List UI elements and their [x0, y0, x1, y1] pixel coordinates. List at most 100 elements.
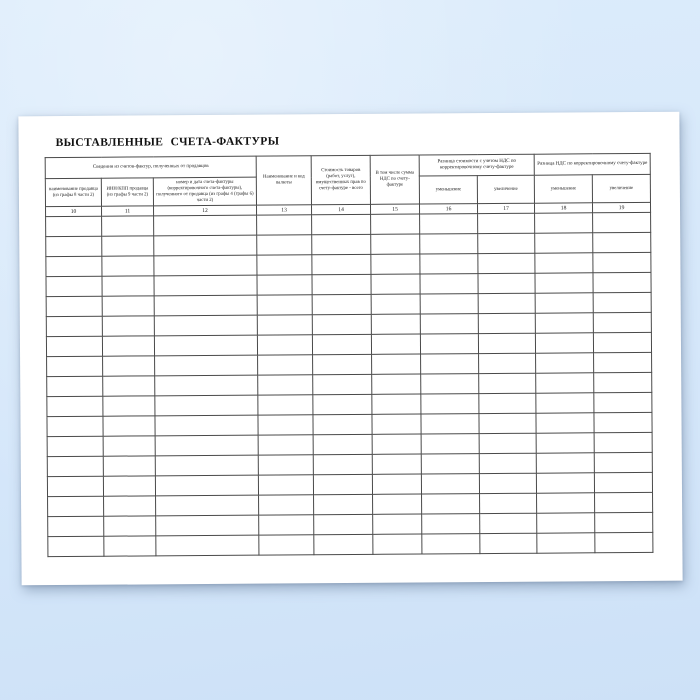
table-cell	[47, 516, 104, 537]
table-cell	[47, 496, 104, 517]
table-cell	[370, 214, 420, 235]
column-number: 19	[592, 202, 651, 213]
table-cell	[421, 513, 480, 535]
table-cell	[154, 335, 258, 356]
table-cell	[535, 312, 594, 334]
column-group-vat-difference: Разница НДС по корректировочному счету-ф…	[534, 153, 651, 176]
table-cell	[46, 336, 103, 357]
table-cell	[46, 296, 103, 317]
table-cell	[45, 276, 103, 297]
table-cell	[371, 394, 421, 415]
table-cell	[45, 256, 102, 277]
table-cell	[420, 313, 479, 335]
table-cell	[594, 512, 653, 533]
table-cell	[154, 315, 258, 336]
table-cell	[102, 315, 155, 337]
table-cell	[312, 294, 372, 315]
table-cell	[370, 254, 421, 275]
table-cell	[371, 294, 421, 315]
table-cell	[536, 492, 595, 514]
table-cell	[257, 274, 313, 296]
table-cell	[311, 214, 371, 235]
table-cell	[47, 536, 104, 557]
table-cell	[479, 533, 537, 554]
table-cell	[46, 376, 103, 397]
column-header-16-decrease: уменьшение	[419, 175, 478, 205]
table-cell	[536, 532, 595, 554]
table-cell	[479, 453, 537, 474]
table-cell	[478, 373, 536, 394]
table-cell	[594, 492, 653, 513]
table-cell	[47, 476, 104, 497]
column-header-14-total-cost: Стоимость товаров (работ, услуг), имущес…	[311, 155, 371, 205]
table-cell	[102, 295, 155, 317]
table-cell	[421, 493, 480, 515]
table-cell	[535, 412, 595, 434]
column-number: 16	[419, 203, 478, 215]
table-cell	[154, 355, 258, 376]
table-cell	[479, 433, 537, 454]
table-cell	[371, 414, 422, 435]
table-cell	[478, 273, 536, 294]
column-number: 11	[101, 205, 154, 217]
table-cell	[372, 474, 422, 495]
table-cell	[258, 434, 314, 456]
table-cell	[371, 354, 421, 375]
table-cell	[312, 354, 372, 375]
table-cell	[593, 412, 653, 433]
table-cell	[103, 475, 156, 497]
table-cell	[421, 473, 480, 495]
table-cell	[312, 334, 372, 355]
table-cell	[313, 434, 373, 455]
table-cell	[593, 292, 652, 313]
table-cell	[155, 515, 259, 536]
table-cell	[47, 436, 104, 457]
table-cell	[593, 312, 652, 333]
document-page: ВЫСТАВЛЕННЫЕ СЧЕТА-ФАКТУРЫ Сведения из с…	[18, 111, 683, 586]
table-cell	[420, 293, 479, 315]
table-cell	[103, 495, 156, 517]
table-cell	[477, 213, 535, 234]
table-cell	[536, 472, 595, 494]
table-cell	[419, 213, 478, 235]
table-cell	[313, 534, 373, 555]
table-cell	[371, 314, 421, 335]
table-cell	[258, 454, 314, 476]
table-cell	[312, 394, 372, 415]
table-header: Сведения из счетов-фактур, полученных от…	[45, 153, 651, 217]
table-cell	[46, 396, 103, 417]
table-cell	[311, 234, 371, 255]
page-title: ВЫСТАВЛЕННЫЕ СЧЕТА-ФАКТУРЫ	[55, 135, 280, 150]
table-cell	[420, 373, 479, 395]
table-cell	[420, 413, 480, 435]
empty-rows	[45, 212, 653, 557]
table-cell	[313, 514, 373, 535]
table-cell	[370, 234, 420, 255]
table-cell	[258, 534, 314, 556]
table-cell	[479, 473, 537, 494]
table-cell	[257, 334, 313, 356]
table-cell	[372, 494, 422, 515]
table-cell	[420, 273, 479, 295]
table-cell	[103, 435, 156, 457]
column-number: 17	[477, 203, 535, 214]
table-row	[47, 532, 653, 557]
table-cell	[45, 216, 102, 237]
table-cell	[258, 494, 314, 516]
table-cell	[45, 236, 102, 257]
table-cell	[535, 372, 594, 394]
table-cell	[372, 454, 422, 475]
table-cell	[420, 393, 479, 415]
table-cell	[478, 333, 536, 354]
table-cell	[594, 472, 653, 493]
table-cell	[371, 334, 421, 355]
table-cell	[594, 452, 653, 473]
table-cell	[311, 254, 372, 275]
table-cell	[535, 272, 594, 294]
table-cell	[592, 232, 651, 253]
table-cell	[257, 414, 314, 436]
table-cell	[256, 234, 312, 256]
table-cell	[257, 294, 313, 316]
table-cell	[593, 352, 652, 373]
table-cell	[153, 235, 257, 256]
